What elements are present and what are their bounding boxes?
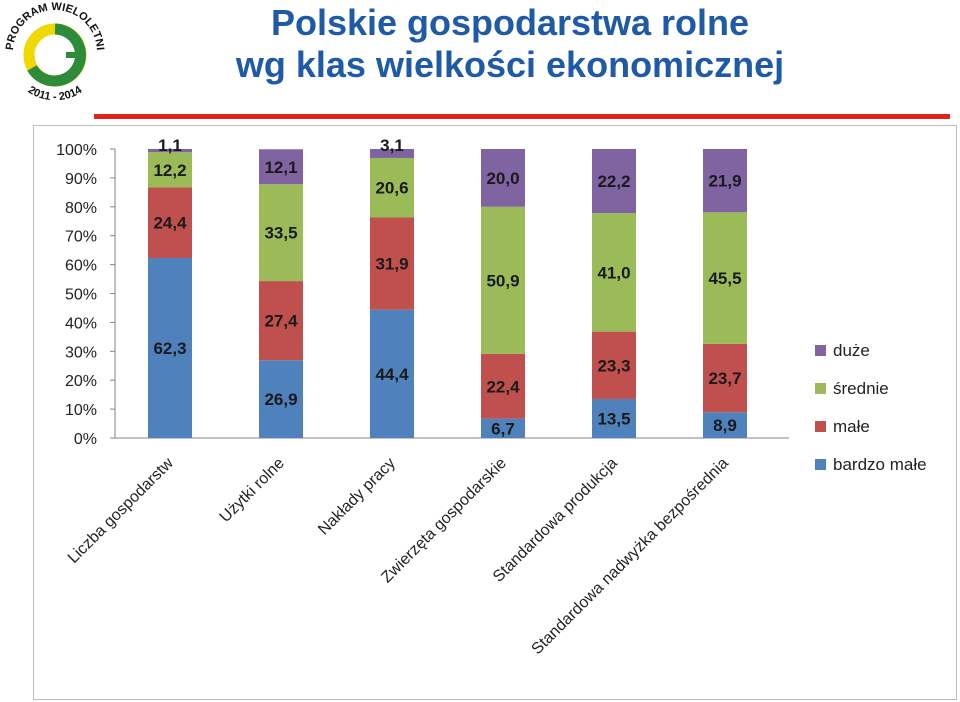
legend-label: średnie — [833, 379, 889, 398]
program-logo: PROGRAM WIELOLETNI 2011 - 2014 — [0, 0, 110, 105]
bar-segment — [370, 309, 414, 438]
stacked-bar-chart: 0% 10% 20% 30% 40% 50% 60% 70% 80% 90% 100% 62,3 24,… — [56, 136, 927, 658]
legend-swatch — [815, 459, 826, 470]
bar-segment — [259, 360, 303, 438]
bar-segment — [592, 398, 636, 438]
x-tick-label: Liczba gospodarstw — [65, 454, 177, 566]
bar-segment — [370, 217, 414, 310]
bar-segment — [148, 187, 192, 258]
bar-segment — [481, 206, 525, 354]
data-label: 22,4 — [486, 377, 520, 396]
data-label: 6,7 — [491, 419, 515, 438]
y-tick-label: 90% — [65, 171, 97, 188]
bar-segment — [592, 331, 636, 399]
bar-segment — [259, 184, 303, 282]
legend-swatch — [815, 383, 826, 394]
bar-segment — [148, 149, 192, 153]
bar-segment — [703, 149, 747, 213]
data-label: 24,4 — [153, 214, 187, 233]
logo-ring-green — [27, 23, 86, 87]
bar-segment — [148, 152, 192, 188]
bar-segment — [148, 257, 192, 438]
bar-segment — [370, 157, 414, 218]
bar-segment — [259, 281, 303, 361]
data-label: 33,5 — [264, 224, 297, 243]
data-label: 20,6 — [375, 179, 408, 198]
logo-notch — [66, 52, 78, 58]
bar-segment — [481, 149, 525, 207]
y-tick-label: 30% — [65, 344, 97, 361]
page-title: Polskie gospodarstwa rolne wg klas wielk… — [110, 2, 910, 86]
data-label: 27,4 — [264, 312, 298, 331]
bar-segment — [481, 418, 525, 438]
data-label: 62,3 — [153, 339, 186, 358]
bar-segment — [370, 149, 414, 158]
x-tick-label: Standardowa nadwyżka bezpośrednia — [529, 455, 732, 658]
chart-area: 0% 10% 20% 30% 40% 50% 60% 70% 80% 90% 100% 62,3 24,… — [33, 125, 957, 700]
data-label: 50,9 — [486, 271, 519, 290]
legend-label: bardzo małe — [833, 455, 927, 474]
title-line-1: Polskie gospodarstwa rolne — [270, 2, 750, 43]
bar-segment — [592, 149, 636, 214]
legend-label: małe — [833, 417, 870, 436]
data-label: 45,5 — [708, 269, 741, 288]
legend-swatch — [815, 345, 826, 356]
data-label: 26,9 — [264, 390, 297, 409]
data-label: 31,9 — [375, 255, 408, 274]
data-label: 1,1 — [158, 136, 182, 155]
legend-label: duże — [833, 341, 870, 360]
title-line-2: wg klas wielkości ekonomicznej — [235, 44, 785, 85]
y-tick-label: 20% — [65, 373, 97, 390]
data-label: 13,5 — [597, 409, 630, 428]
y-tick-label: 70% — [65, 229, 97, 246]
data-label: 22,2 — [597, 172, 630, 191]
x-tick-label: Użytki rolne — [217, 455, 288, 526]
data-label: 12,2 — [153, 161, 186, 180]
y-tick-label: 40% — [65, 315, 97, 332]
data-label: 44,4 — [375, 365, 409, 384]
data-label: 20,0 — [486, 169, 519, 188]
data-label: 12,1 — [264, 158, 297, 177]
data-label: 41,0 — [597, 263, 630, 282]
x-tick-label: Nakłady pracy — [315, 455, 399, 539]
bar-segment — [481, 353, 525, 419]
title-divider — [94, 114, 950, 119]
y-tick-label: 60% — [65, 258, 97, 275]
y-tick-label: 10% — [65, 402, 97, 419]
x-tick-label: Zwierzęta gospodarskie — [378, 455, 510, 587]
x-tick-label: Standardowa produkcja — [490, 455, 621, 586]
bar-segment — [703, 212, 747, 344]
legend-swatch — [815, 421, 826, 432]
y-tick-label: 100% — [56, 142, 97, 159]
bar-segment — [703, 412, 747, 438]
data-label: 21,9 — [708, 172, 741, 191]
data-label: 23,3 — [597, 356, 630, 375]
bar-segment — [703, 343, 747, 413]
data-label: 3,1 — [380, 136, 404, 155]
bar-segment — [259, 149, 303, 185]
data-label: 8,9 — [713, 416, 737, 435]
y-tick-label: 0% — [74, 431, 97, 448]
y-tick-label: 80% — [65, 200, 97, 217]
y-tick-label: 50% — [65, 287, 97, 304]
bar-segment — [592, 213, 636, 332]
data-label: 23,7 — [708, 369, 741, 388]
